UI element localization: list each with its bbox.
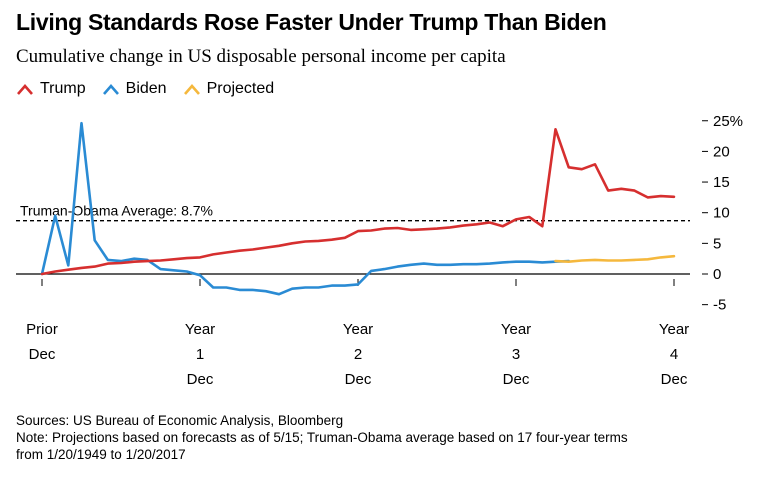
yellow-line-icon: [183, 84, 200, 95]
chart-subtitle: Cumulative change in US disposable perso…: [16, 46, 506, 67]
series-line-biden: [40, 121, 571, 296]
x-tick-label: 1: [196, 346, 204, 363]
y-tick-label: 20: [713, 143, 730, 160]
x-tick-label: Year: [659, 321, 689, 338]
note-text-line2: from 1/20/1949 to 1/20/2017: [16, 447, 186, 462]
legend-item-trump: Trump: [16, 80, 86, 98]
line-chart: Truman-Obama Average: 8.7% 25% 20 15 10 5 0 -5 P…: [16, 113, 743, 388]
y-tick-label: 10: [713, 205, 730, 222]
legend-item-projected: Projected: [183, 80, 275, 98]
x-tick-label: 2: [354, 346, 362, 363]
y-tick-label: 0: [713, 266, 721, 283]
x-tick-label: 3: [512, 346, 520, 363]
reference-line-label: Truman-Obama Average: 8.7%: [20, 203, 213, 219]
red-line-icon: [17, 84, 33, 95]
x-tick-label: Dec: [29, 346, 56, 363]
sources-text: Sources: US Bureau of Economic Analysis,…: [16, 413, 344, 428]
plot-area: Truman-Obama Average: 8.7% 25% 20 15 10 5 0 -5 P…: [16, 113, 743, 388]
legend-item-biden: Biden: [102, 80, 167, 98]
legend-label-trump: Trump: [40, 80, 86, 97]
footer: Sources: US Bureau of Economic Analysis,…: [16, 412, 628, 463]
x-tick-label: Dec: [661, 371, 688, 388]
chart-title: Living Standards Rose Faster Under Trump…: [16, 9, 607, 35]
x-tick-label: Dec: [187, 371, 214, 388]
series-line-trump: [40, 128, 676, 276]
series-line-projected: [554, 254, 676, 264]
legend-label-biden: Biden: [125, 80, 167, 97]
x-tick-label: Year: [185, 321, 215, 338]
x-tick-label: 4: [670, 346, 678, 363]
legend-label-projected: Projected: [206, 80, 275, 97]
y-tick-label: 15: [713, 174, 730, 191]
x-tick-label: Prior: [26, 321, 58, 338]
x-tick-label: Year: [343, 321, 373, 338]
note-text-line1: Note: Projections based on forecasts as …: [16, 430, 628, 445]
x-tick-label: Dec: [503, 371, 530, 388]
legend: Trump Biden Projected: [16, 80, 290, 98]
x-tick-label: Year: [501, 321, 531, 338]
blue-line-icon: [102, 84, 119, 95]
y-tick-label: 5: [713, 235, 721, 252]
x-tick-label: Dec: [345, 371, 372, 388]
y-tick-label: -5: [713, 297, 726, 314]
y-tick-label: 25%: [713, 113, 743, 130]
